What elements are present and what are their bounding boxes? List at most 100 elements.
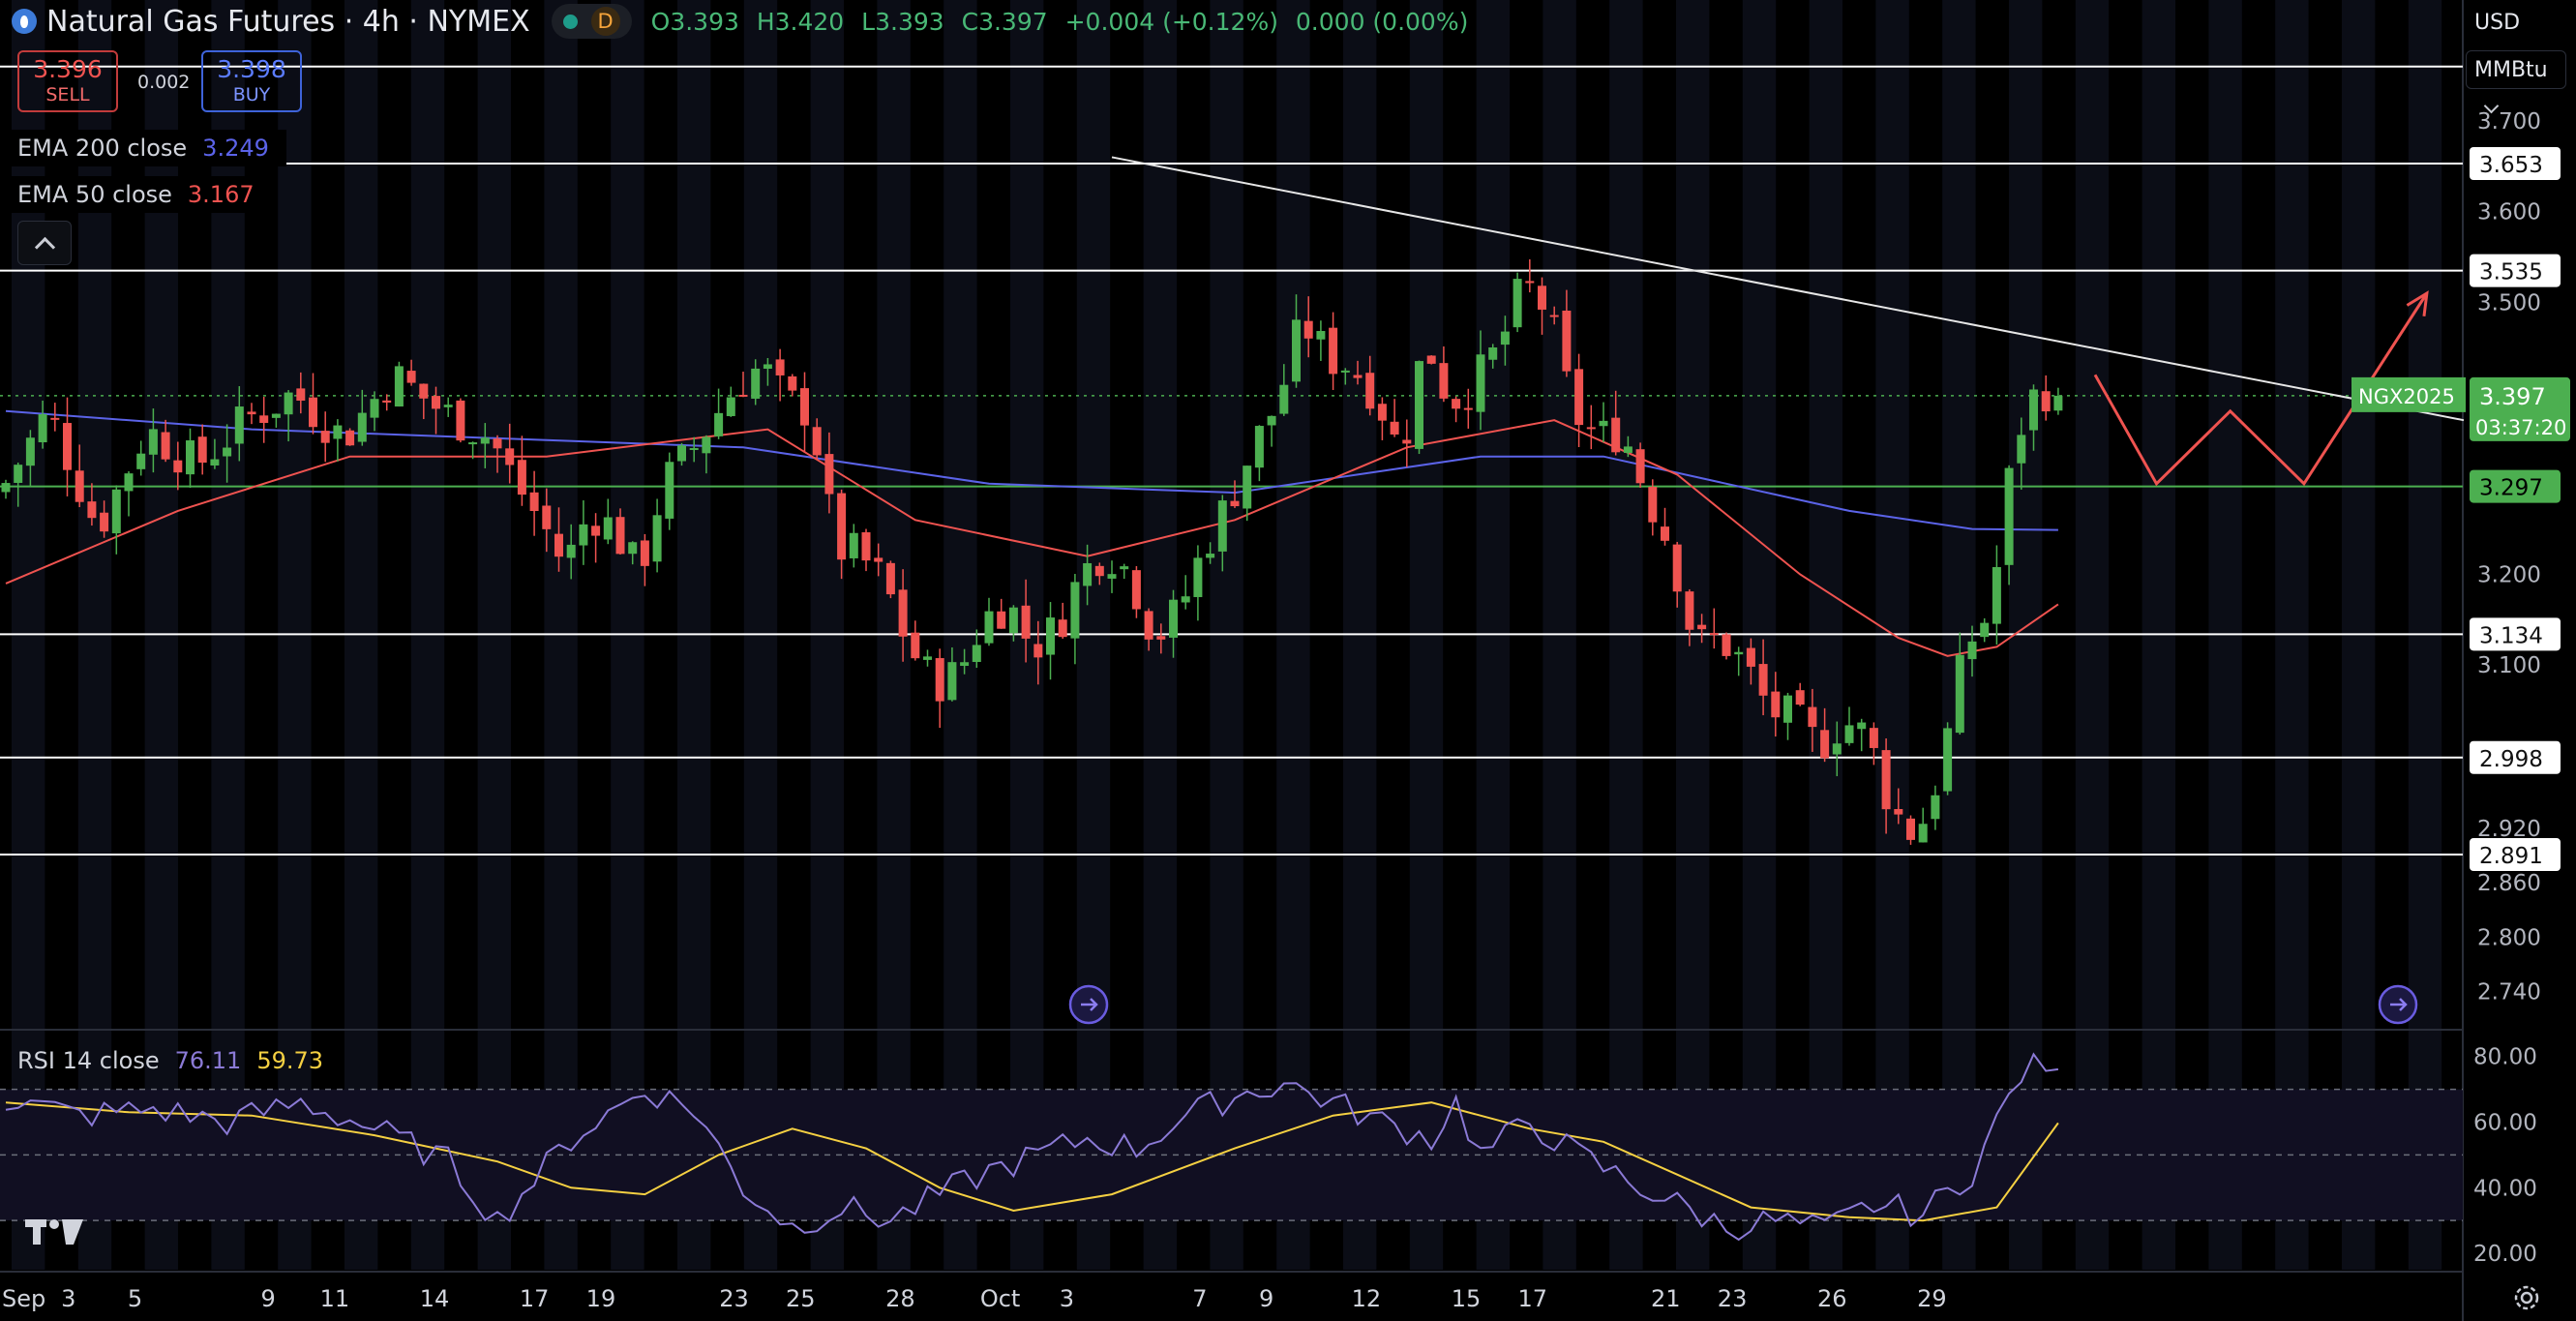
time-tick-label: 11 [320,1285,350,1312]
candle-body [1894,809,1903,815]
candle-body [1267,415,1276,426]
flame-icon [12,9,37,34]
candle-body [333,425,343,439]
ohlc-readout: O3.393 H3.420 L3.393 C3.397 +0.004 (+0.1… [651,8,1479,36]
candle-body [382,400,392,403]
candle-body [296,388,306,401]
candle-body [1058,619,1067,638]
candle-body [1513,279,1522,328]
candle-body [898,589,908,637]
candle-body [1967,641,1977,660]
candle-body [1094,565,1104,577]
time-tick-label: 3 [61,1285,75,1312]
candle-body [136,453,146,469]
price-tick-label: 2.800 [2477,925,2541,950]
candle-body [1500,331,1510,345]
price-axis: 3.700 3.600 3.500 3.200 3.100 2.920 2.860 2.800… [2351,0,2576,1321]
candle-body [849,532,858,558]
open-value: O3.393 [650,7,739,36]
candle-body [1181,596,1190,603]
volume-value: 0.000 (0.00%) [1295,7,1469,36]
ema50-label: EMA 50 close [17,181,172,208]
candle-body [1254,426,1264,468]
candle-body [1869,728,1878,748]
candle-body [148,429,158,455]
symbol-title[interactable]: Natural Gas Futures · 4h · NYMEX [46,4,530,39]
candle-body [1844,725,1854,743]
candle-body [947,662,957,701]
candle-body [443,405,453,407]
candle-body [1083,562,1093,586]
rsi-line [5,1052,2059,1242]
candle-body [468,442,478,445]
candle-body [1377,404,1387,421]
candle-body [259,415,269,423]
candle-body [1463,407,1473,410]
candle-body [1623,446,1632,453]
rsi-ma-line [5,1101,2059,1222]
candle-body [2004,467,2014,565]
rsi-legend[interactable]: RSI 14 close 76.11 59.73 [0,1041,341,1080]
collapse-legend-button[interactable] [17,221,72,265]
candle-body [665,462,674,519]
candle-body [1820,730,1830,759]
candle-body [1426,355,1436,364]
projection-arrowhead [2406,290,2429,317]
candle-body [284,392,293,415]
candle-body [25,437,35,466]
rsi-tick-label: 60.00 [2473,1111,2537,1136]
candle-body [50,417,60,420]
candle-body [1611,417,1621,453]
candle-body [1008,607,1018,634]
candle-body [186,440,195,475]
currency-selector[interactable]: USD [2461,4,2569,43]
level-price-box [2470,740,2561,774]
candle-body [1635,449,1645,484]
candle-body [824,454,834,495]
market-open-icon [562,14,578,29]
candle-body [738,394,748,397]
buy-label: BUY [232,84,271,105]
axis-bg [2464,0,2576,1321]
gear-icon[interactable] [2512,1283,2541,1312]
time-tick-label: 3 [1060,1285,1074,1312]
candle-body [702,436,711,454]
candle-body [1661,526,1669,541]
candle-body [2029,389,2038,431]
candle-body [1340,370,1350,373]
candle-body [1156,636,1166,640]
candle-body [591,525,601,536]
buy-button[interactable]: 3.398 BUY [201,50,302,112]
unit-selector[interactable]: MMBtu [2466,50,2566,114]
candle-body [1808,706,1817,728]
candle-body [1144,611,1153,640]
candle-body [1586,427,1596,430]
high-value: H3.420 [756,7,845,36]
candle-body [394,366,404,407]
time-tick-label: 23 [1718,1285,1748,1312]
sell-label: SELL [45,84,90,105]
price-tick-label: 3.200 [2477,562,2541,587]
time-tick-label: Sep [2,1285,45,1312]
candle-body [1771,691,1781,718]
ema50-legend[interactable]: EMA 50 close 3.167 [0,176,272,213]
candle-body [1169,599,1178,638]
price-tick-label: 2.860 [2477,871,2541,896]
candle-body [775,359,785,375]
candle-body [935,658,944,702]
market-status-pill[interactable]: D [551,4,632,39]
close-value: C3.397 [961,7,1048,36]
price-tick-label: 3.700 [2477,109,2541,135]
candle-body [320,431,330,443]
ema200-legend[interactable]: EMA 200 close 3.249 [0,130,286,166]
candle-body [210,459,220,466]
drawings [1068,156,2465,1025]
candle-body [111,489,121,534]
time-tick-label: 5 [128,1285,142,1312]
sell-button[interactable]: 3.396 SELL [17,50,118,112]
candle-body [419,383,429,399]
candle-body [1120,566,1129,570]
candle-body [1697,624,1707,630]
price-tick-label: 3.500 [2477,290,2541,315]
